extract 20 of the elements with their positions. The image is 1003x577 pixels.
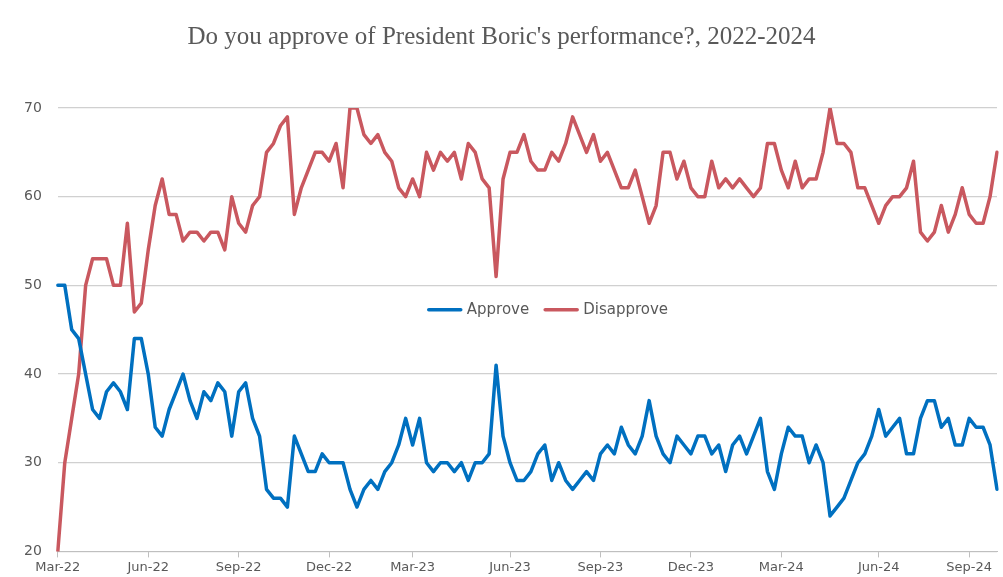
x-tick-label: Dec-23	[667, 558, 715, 574]
x-tick-label: Jun-24	[856, 558, 900, 574]
x-tick-label: Dec-22	[305, 558, 353, 574]
legend-label: Approve	[466, 299, 530, 318]
y-tick-label: 20	[23, 542, 42, 559]
x-tick-label: Sep-24	[946, 558, 993, 574]
y-tick-label: 70	[23, 98, 42, 115]
y-tick-label: 50	[23, 276, 42, 292]
x-tick-label: Mar-24	[758, 558, 804, 574]
chart-title: Do you approve of President Boric's performance?, 2022-2024	[186, 22, 817, 50]
x-tick-label: Jun-22	[126, 558, 170, 574]
y-tick-label: 60	[23, 187, 42, 204]
y-tick-label: 40	[23, 364, 42, 381]
x-tick-label: Mar-23	[390, 558, 436, 574]
x-tick-label: Sep-23	[577, 558, 624, 574]
x-tick-label: Sep-22	[215, 558, 262, 574]
legend-label: Disapprove	[583, 299, 669, 318]
y-tick-label: 30	[23, 453, 42, 470]
x-tick-label: Jun-23	[488, 558, 531, 574]
x-tick-label: Mar-22	[35, 558, 81, 574]
